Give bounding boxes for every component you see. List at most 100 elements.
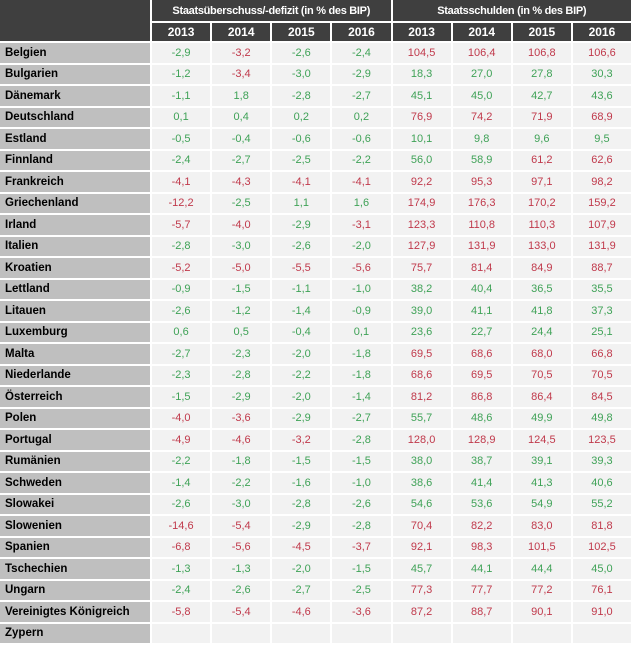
deficit-cell: -2,7 (212, 151, 270, 171)
debt-cell (453, 624, 511, 644)
debt-cell: 69,5 (393, 344, 451, 364)
debt-cell: 81,8 (573, 516, 631, 536)
deficit-cell: -1,5 (332, 559, 390, 579)
debt-cell: 107,9 (573, 215, 631, 235)
deficit-cell: -2,8 (332, 516, 390, 536)
corner-cell (0, 0, 150, 41)
debt-cell: 49,9 (513, 409, 571, 429)
country-cell: Ungarn (0, 581, 150, 601)
deficit-cell: -0,9 (332, 301, 390, 321)
debt-cell: 176,3 (453, 194, 511, 214)
deficit-cell: -1,2 (212, 301, 270, 321)
deficit-cell: -2,0 (272, 344, 330, 364)
debt-cell: 37,3 (573, 301, 631, 321)
debt-cell: 24,4 (513, 323, 571, 343)
deficit-cell: -2,2 (272, 366, 330, 386)
deficit-cell: -2,6 (212, 581, 270, 601)
debt-cell: 9,6 (513, 129, 571, 149)
debt-cell: 124,5 (513, 430, 571, 450)
year-header: 2013 (152, 23, 210, 41)
debt-cell: 43,6 (573, 86, 631, 106)
debt-cell: 30,3 (573, 65, 631, 85)
deficit-cell: -2,0 (272, 559, 330, 579)
deficit-cell: -5,7 (152, 215, 210, 235)
debt-cell: 39,0 (393, 301, 451, 321)
debt-cell: 38,2 (393, 280, 451, 300)
country-cell: Österreich (0, 387, 150, 407)
table-row-partial: Zypern (0, 624, 631, 644)
deficit-cell: -2,9 (272, 215, 330, 235)
debt-cell: 66,8 (573, 344, 631, 364)
debt-cell: 128,9 (453, 430, 511, 450)
deficit-cell: 0,6 (152, 323, 210, 343)
deficit-cell: -1,4 (152, 473, 210, 493)
deficit-cell: -1,8 (332, 344, 390, 364)
deficit-cell: -1,4 (332, 387, 390, 407)
debt-cell: 68,6 (453, 344, 511, 364)
deficit-cell (272, 624, 330, 644)
debt-cell (513, 624, 571, 644)
deficit-cell: -0,4 (212, 129, 270, 149)
country-cell: Irland (0, 215, 150, 235)
deficit-cell: 0,2 (332, 108, 390, 128)
debt-cell: 41,1 (453, 301, 511, 321)
debt-cell: 38,0 (393, 452, 451, 472)
debt-cell: 174,9 (393, 194, 451, 214)
debt-cell: 25,1 (573, 323, 631, 343)
debt-cell: 159,2 (573, 194, 631, 214)
deficit-cell: -3,4 (212, 65, 270, 85)
debt-cell: 9,8 (453, 129, 511, 149)
debt-cell (573, 624, 631, 644)
deficit-cell: -0,4 (272, 323, 330, 343)
debt-cell: 10,1 (393, 129, 451, 149)
debt-cell: 56,0 (393, 151, 451, 171)
deficit-cell: -0,6 (272, 129, 330, 149)
debt-cell: 106,6 (573, 43, 631, 63)
country-cell: Zypern (0, 624, 150, 644)
country-cell: Bulgarien (0, 65, 150, 85)
country-cell: Luxemburg (0, 323, 150, 343)
deficit-cell: -4,9 (152, 430, 210, 450)
debt-cell: 44,4 (513, 559, 571, 579)
deficit-cell: -5,8 (152, 602, 210, 622)
deficit-cell: -1,5 (152, 387, 210, 407)
country-cell: Lettland (0, 280, 150, 300)
deficit-cell: -2,6 (272, 43, 330, 63)
debt-cell: 45,1 (393, 86, 451, 106)
deficit-cell: -1,3 (152, 559, 210, 579)
debt-cell: 54,9 (513, 495, 571, 515)
deficit-cell (332, 624, 390, 644)
deficit-cell: -2,6 (152, 301, 210, 321)
debt-cell: 41,3 (513, 473, 571, 493)
debt-cell: 84,9 (513, 258, 571, 278)
deficit-cell: -1,3 (212, 559, 270, 579)
debt-cell: 97,1 (513, 172, 571, 192)
deficit-cell: -2,4 (332, 43, 390, 63)
year-header: 2013 (393, 23, 451, 41)
deficit-cell: -2,9 (332, 65, 390, 85)
debt-cell: 39,1 (513, 452, 571, 472)
deficit-cell: 1,8 (212, 86, 270, 106)
deficit-cell: -14,6 (152, 516, 210, 536)
debt-cell: 84,5 (573, 387, 631, 407)
deficit-cell: 1,6 (332, 194, 390, 214)
deficit-cell: -2,7 (332, 409, 390, 429)
deficit-cell: -1,8 (332, 366, 390, 386)
debt-cell: 58,9 (453, 151, 511, 171)
debt-cell: 68,6 (393, 366, 451, 386)
deficit-cell: 1,1 (272, 194, 330, 214)
deficit-cell: -5,6 (212, 538, 270, 558)
deficit-cell: -0,9 (152, 280, 210, 300)
